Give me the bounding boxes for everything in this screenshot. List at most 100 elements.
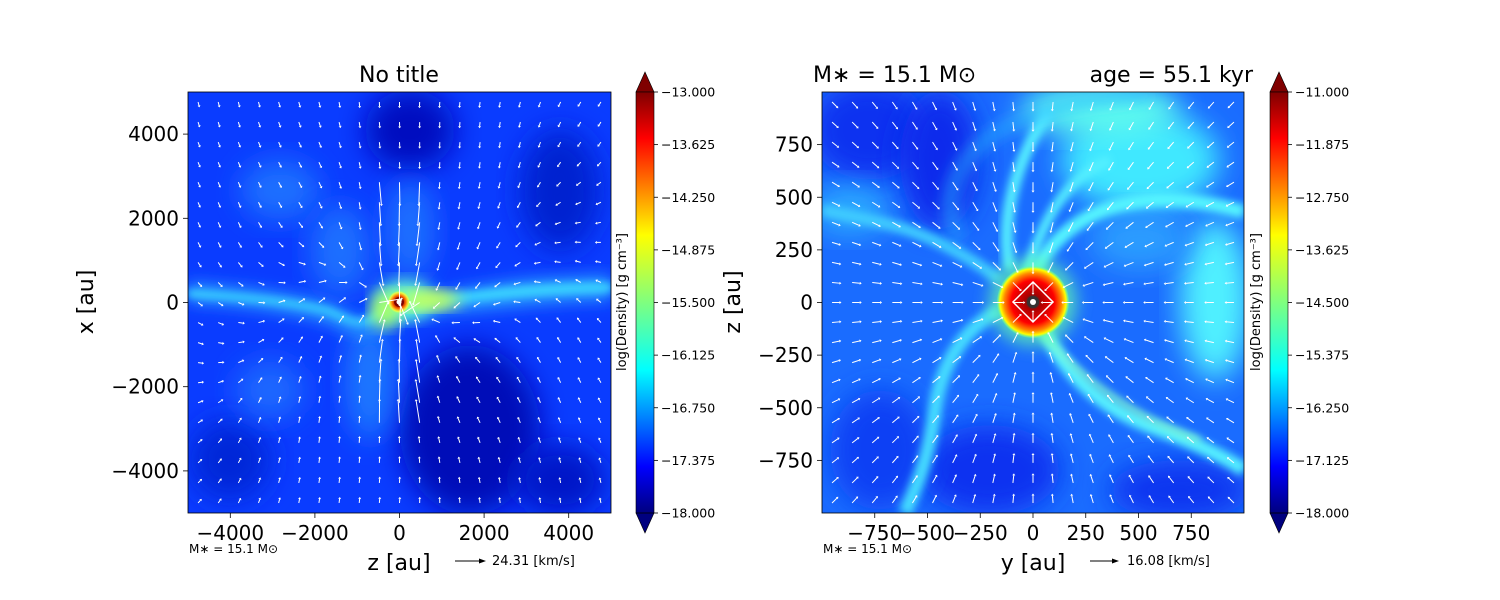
velocity-arrow (1128, 161, 1134, 169)
velocity-arrow-head (263, 301, 266, 305)
x-axis-label-1: z [au] (367, 551, 430, 576)
velocity-arrow (237, 242, 242, 247)
velocity-arrow (597, 319, 602, 323)
velocity-arrow-head (318, 395, 322, 399)
velocity-arrow (1051, 475, 1054, 483)
velocity-arrow-head (436, 395, 440, 399)
velocity-arrow-head (895, 475, 898, 479)
velocity-arrow-head (1186, 436, 1190, 440)
velocity-arrow (1167, 201, 1174, 208)
velocity-arrow-head (1128, 494, 1132, 498)
velocity-arrow-head (345, 281, 348, 285)
velocity-arrow (891, 476, 898, 484)
velocity-arrow-head (557, 437, 561, 440)
velocity-arrow-head (1015, 332, 1019, 335)
velocity-arrow-head (1165, 224, 1168, 228)
velocity-arrow-head (476, 396, 479, 400)
velocity-arrow (278, 418, 281, 423)
velocity-arrow (318, 417, 321, 423)
velocity-arrow (912, 281, 921, 285)
velocity-arrow (398, 222, 400, 245)
velocity-arrow-head (278, 416, 282, 419)
velocity-arrow-head (278, 436, 282, 440)
velocity-arrow-head (897, 416, 900, 420)
velocity-arrow (437, 242, 441, 249)
velocity-arrow (576, 221, 581, 224)
velocity-arrow (518, 438, 521, 444)
velocity-arrow (397, 400, 400, 423)
velocity-arrow (992, 182, 996, 191)
velocity-arrow-head (1184, 320, 1187, 324)
velocity-arrow-head (398, 496, 402, 499)
velocity-arrow (871, 101, 878, 108)
velocity-arrow-head (554, 241, 557, 245)
velocity-arrow-head (418, 106, 422, 109)
velocity-arrow (476, 377, 481, 383)
colorbar-ticks-2: −11.000−11.875−12.750−13.625−14.500−15.3… (1288, 85, 1349, 521)
velocity-arrow (1188, 141, 1195, 148)
velocity-arrow (598, 141, 602, 146)
velocity-arrow (197, 121, 200, 126)
velocity-arrow-head (339, 227, 343, 230)
velocity-arrow-head (557, 124, 561, 128)
velocity-arrow (831, 399, 839, 404)
velocity-arrow-head (998, 268, 1001, 271)
velocity-arrow (1066, 335, 1074, 343)
velocity-arrow-head (1068, 209, 1072, 213)
density-map-panel-1: No title −4000 −2000 0 2000 4000 −4000−20000… (74, 63, 715, 576)
velocity-arrow-head (1205, 397, 1209, 401)
velocity-arrow-head (1069, 169, 1073, 172)
velocity-arrow-head (960, 318, 964, 322)
velocity-arrow (1109, 141, 1114, 150)
velocity-arrow-head (1068, 392, 1072, 396)
velocity-arrow (536, 299, 541, 303)
velocity-arrow-head (478, 497, 482, 500)
velocity-arrow-head (919, 244, 922, 248)
velocity-arrow-head (279, 205, 283, 209)
velocity-arrow (892, 417, 899, 424)
velocity-arrow (912, 496, 917, 504)
velocity-arrow (599, 439, 602, 444)
velocity-arrow-head (953, 108, 957, 111)
velocity-arrow (538, 458, 541, 464)
velocity-arrow-head (1012, 129, 1016, 132)
velocity-arrow-head (458, 496, 462, 500)
velocity-arrow (258, 499, 261, 504)
velocity-arrow-head (438, 166, 442, 169)
velocity-arrow (1045, 314, 1054, 323)
velocity-arrow-head (937, 395, 940, 399)
velocity-arrow-head (259, 377, 263, 380)
velocity-arrow (258, 141, 261, 147)
velocity-arrow (1087, 222, 1094, 230)
velocity-arrow-head (436, 415, 440, 419)
velocity-arrow-head (1226, 437, 1230, 441)
velocity-arrow (258, 202, 261, 207)
velocity-arrow-head (836, 437, 840, 441)
velocity-arrow-head (857, 397, 861, 401)
velocity-arrow (237, 262, 242, 267)
velocity-arrow (831, 321, 840, 324)
velocity-arrow-head (1000, 285, 1004, 289)
velocity-arrow-head (1050, 432, 1054, 436)
velocity-arrow (318, 458, 321, 463)
stellar-mass-label-2: M∗ = 15.1 M⊙ (823, 542, 912, 556)
velocity-arrow-head (1013, 210, 1017, 213)
velocity-arrow (851, 241, 860, 246)
velocity-arrow (598, 101, 602, 106)
velocity-arrow (298, 280, 305, 283)
velocity-arrow (851, 181, 859, 187)
velocity-arrow (1108, 415, 1114, 424)
velocity-arrow (598, 338, 602, 343)
velocity-arrow (358, 182, 361, 188)
velocity-arrow-head (359, 248, 363, 251)
velocity-arrow-head (1143, 338, 1147, 342)
velocity-arrow-head (557, 417, 561, 420)
velocity-arrow-head (406, 322, 409, 325)
velocity-arrow (972, 222, 979, 230)
velocity-arrow (1187, 181, 1195, 188)
velocity-arrow (258, 242, 262, 247)
velocity-arrow-head (1144, 357, 1147, 361)
velocity-arrow-head (918, 376, 921, 380)
colorbar-label-1: log(Density) [g cm⁻³] (615, 233, 630, 371)
velocity-arrow-head (238, 225, 242, 229)
